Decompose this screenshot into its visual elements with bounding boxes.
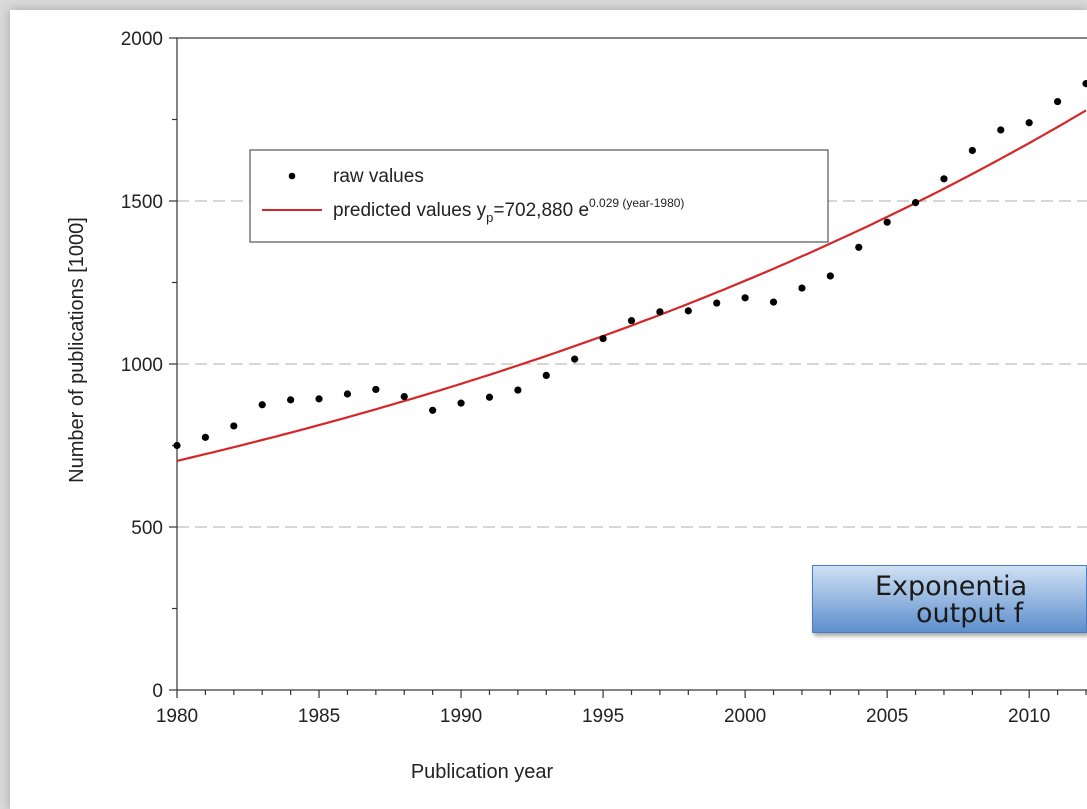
raw-value-point xyxy=(571,355,579,363)
raw-value-point xyxy=(713,299,721,307)
legend: raw values predicted values yp=702,880 e… xyxy=(249,149,829,243)
raw-value-point xyxy=(429,406,437,414)
raw-value-point xyxy=(911,199,920,207)
x-axis-label: Publication year xyxy=(411,761,554,783)
y-tick-label: 1000 xyxy=(121,355,163,376)
legend-pred-sup: 0.029 (year-1980) xyxy=(589,196,684,210)
raw-value-point xyxy=(485,393,494,401)
legend-raw-marker xyxy=(288,172,296,180)
raw-value-point xyxy=(826,272,834,280)
y-tick-label: 500 xyxy=(131,518,163,539)
raw-value-point xyxy=(400,393,408,401)
raw-value-point xyxy=(855,243,863,251)
callout-line-2: output f xyxy=(916,598,1024,629)
raw-value-point xyxy=(599,334,607,343)
y-tick-label: 0 xyxy=(152,681,163,702)
raw-value-point xyxy=(258,401,266,409)
raw-value-point xyxy=(968,146,976,155)
y-axis-label: Number of publications [1000] xyxy=(66,217,88,483)
y-tick-label: 2000 xyxy=(121,29,163,50)
callout-box: Exponentia output f xyxy=(812,565,1087,633)
raw-value-point xyxy=(230,422,238,430)
legend-pred-prefix: predicted values y xyxy=(333,200,487,221)
x-tick-label: 1980 xyxy=(156,706,198,727)
raw-value-point xyxy=(997,126,1005,134)
raw-value-point xyxy=(940,175,948,183)
raw-value-point xyxy=(684,307,692,315)
raw-value-point xyxy=(542,371,550,380)
legend-pred-sub: p xyxy=(486,210,493,225)
legend-pred-mid: =702,880 e xyxy=(493,200,589,221)
raw-value-point xyxy=(1053,97,1062,106)
raw-value-point xyxy=(173,441,181,450)
legend-predicted-label: predicted values yp=702,880 e0.029 (year… xyxy=(333,196,684,225)
x-tick-label: 1995 xyxy=(582,706,624,727)
raw-value-point xyxy=(315,395,323,403)
x-tick-label: 2000 xyxy=(724,706,766,727)
raw-value-point xyxy=(656,308,664,316)
legend-box xyxy=(249,149,829,243)
raw-value-point xyxy=(457,399,465,407)
legend-raw-label: raw values xyxy=(333,166,424,187)
raw-value-point xyxy=(1025,119,1033,127)
x-tick-label: 1990 xyxy=(440,706,482,727)
x-tick-label: 2005 xyxy=(866,706,908,727)
raw-value-point xyxy=(372,385,380,394)
raw-value-point xyxy=(1082,80,1087,88)
raw-value-point xyxy=(741,294,749,302)
x-tick-label: 2010 xyxy=(1008,706,1050,727)
slide-panel xyxy=(10,10,1087,809)
predicted-curve xyxy=(176,109,1087,462)
raw-value-point xyxy=(287,396,295,404)
x-tick-label: 1985 xyxy=(298,706,340,727)
raw-value-point xyxy=(769,298,778,306)
raw-value-point xyxy=(798,284,806,292)
callout-line-1: Exponentia xyxy=(875,571,1028,602)
raw-value-point xyxy=(883,218,891,226)
raw-value-point xyxy=(201,433,210,441)
y-tick-label: 1500 xyxy=(121,192,163,213)
raw-value-point xyxy=(627,317,636,325)
raw-value-point xyxy=(514,386,522,394)
raw-value-point xyxy=(343,390,352,398)
